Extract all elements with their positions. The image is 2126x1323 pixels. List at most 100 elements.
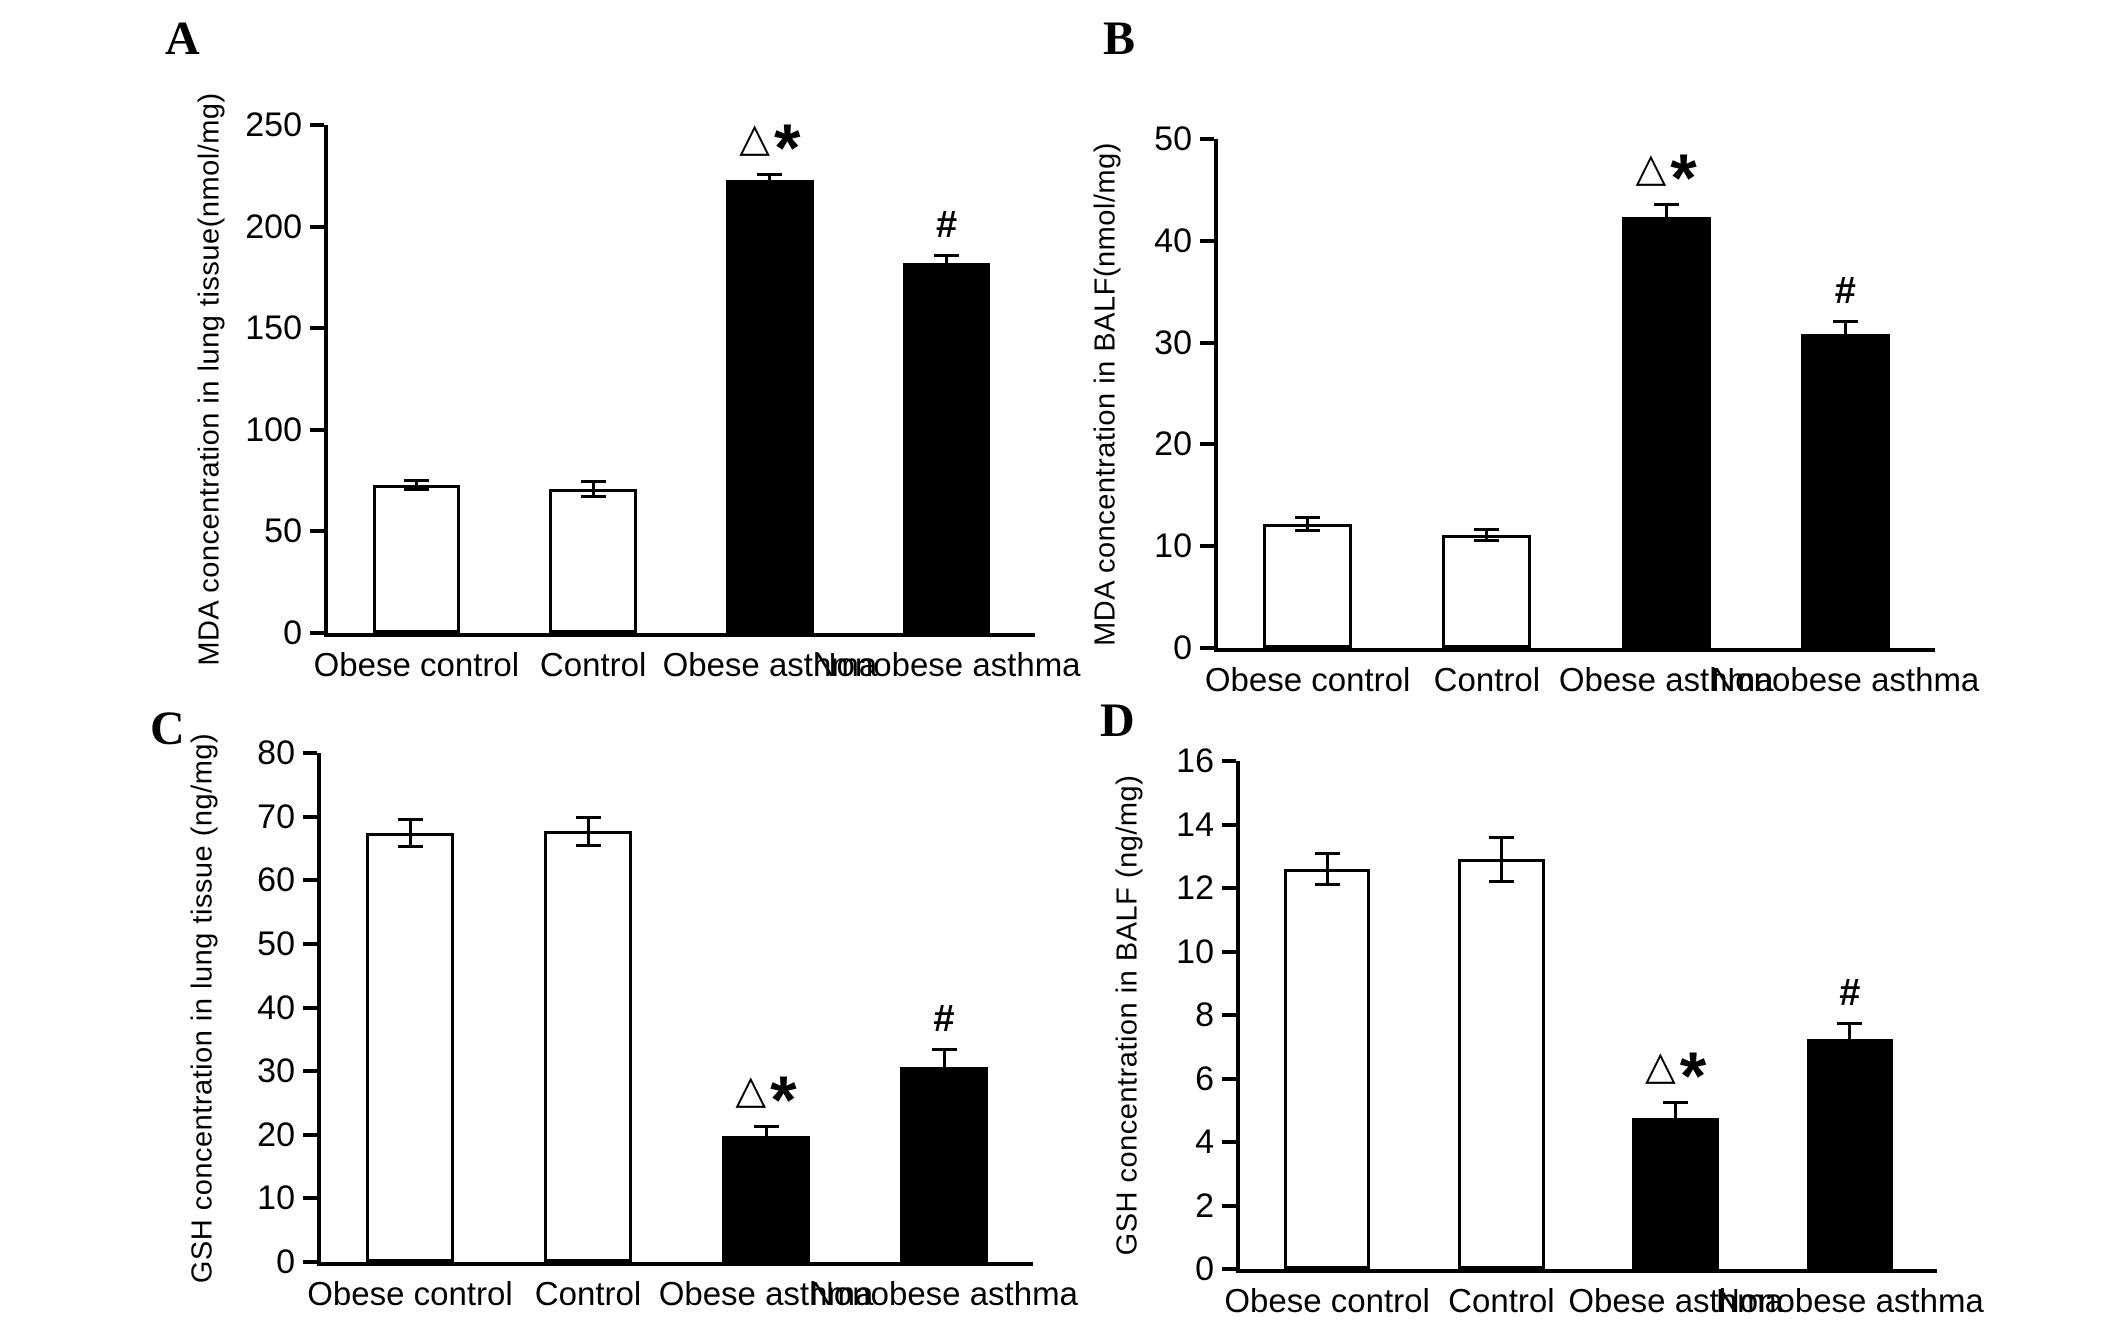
error-bar-cap bbox=[757, 183, 783, 187]
error-bar-cap bbox=[1653, 228, 1679, 232]
y-tick-label: 80 bbox=[257, 734, 295, 772]
y-tick-label: 10 bbox=[1176, 932, 1214, 971]
triangle-marker: △ bbox=[1645, 1044, 1676, 1089]
x-category-label: Obese asthma bbox=[1568, 1282, 1783, 1319]
error-bar-cap bbox=[1663, 1132, 1689, 1136]
y-tick-label: 10 bbox=[257, 1179, 295, 1218]
error-bar-cap bbox=[1663, 1101, 1689, 1105]
error-bar-cap bbox=[1488, 879, 1514, 883]
bar-obese-control bbox=[365, 832, 455, 1262]
y-axis-tick bbox=[310, 326, 324, 331]
error-bar-cap bbox=[1474, 527, 1500, 531]
y-axis-line bbox=[317, 753, 321, 1266]
bar-obese-control bbox=[1283, 868, 1371, 1269]
error-bar-cap bbox=[1653, 203, 1679, 207]
significance-annotation: △ * bbox=[1586, 140, 1746, 212]
error-bar bbox=[1674, 1102, 1678, 1135]
x-category-label: Nonobese asthma bbox=[810, 1275, 1078, 1312]
error-bar bbox=[1325, 853, 1329, 885]
error-bar-cap bbox=[1474, 539, 1500, 543]
y-axis-tick bbox=[303, 751, 317, 755]
error-bar-cap bbox=[931, 1048, 957, 1052]
y-tick-label: 4 bbox=[1195, 1123, 1214, 1161]
y-axis-tick bbox=[1200, 238, 1214, 243]
x-category-label: Obese asthma bbox=[658, 1275, 874, 1312]
x-category-label: Nonobese asthma bbox=[1715, 1282, 1984, 1319]
y-tick-label: 0 bbox=[1173, 629, 1192, 667]
bar-nonobese-asthma bbox=[1806, 1038, 1894, 1269]
bar-obese-asthma bbox=[726, 179, 814, 633]
panel-letter: D bbox=[1100, 694, 1135, 747]
error-bar-cap bbox=[934, 254, 960, 258]
panel-letter: B bbox=[1103, 12, 1136, 65]
y-axis-tick bbox=[303, 1005, 317, 1010]
error-bar-cap bbox=[1832, 320, 1858, 324]
y-tick-label: 50 bbox=[1154, 120, 1192, 158]
significance-annotation: # bbox=[867, 203, 1027, 247]
asterisk-marker: * bbox=[770, 1062, 797, 1139]
bar-obese-control bbox=[1263, 523, 1353, 648]
significance-annotation: # bbox=[1770, 971, 1930, 1015]
error-bar-cap bbox=[1837, 1021, 1863, 1025]
error-bar-cap bbox=[1314, 882, 1340, 886]
bar-obese-control bbox=[372, 484, 461, 633]
y-axis-tick bbox=[310, 123, 324, 127]
x-category-label: Nonobese asthma bbox=[1711, 661, 1980, 698]
error-bar-cap bbox=[757, 172, 783, 176]
panel-a: A MDA concentration in lung tissue(nmol/m… bbox=[0, 0, 1081, 684]
x-category-label: Control bbox=[539, 646, 647, 683]
y-tick-label: 0 bbox=[1195, 1250, 1214, 1288]
y-axis-tick bbox=[310, 224, 324, 229]
error-bar-cap bbox=[397, 817, 423, 821]
y-axis-title: MDA concentration in BALF(nmol/mg) bbox=[1089, 141, 1122, 646]
bar-control bbox=[543, 831, 633, 1262]
y-axis-tick bbox=[1200, 544, 1214, 549]
x-category-label: Obese asthma bbox=[662, 646, 878, 683]
significance-annotation: △ * bbox=[1596, 1038, 1756, 1110]
significance-annotation: △ * bbox=[686, 1062, 846, 1134]
y-tick-label: 50 bbox=[257, 924, 295, 963]
y-axis-tick bbox=[1222, 1267, 1236, 1271]
hash-marker: # bbox=[936, 204, 958, 247]
y-axis-tick bbox=[1222, 886, 1236, 890]
bar-nonobese-asthma bbox=[899, 1066, 989, 1262]
x-category-label: Obese control bbox=[1224, 1282, 1430, 1319]
error-bar bbox=[414, 479, 418, 490]
x-category-label: Nonobese asthma bbox=[812, 646, 1081, 683]
error-bar bbox=[1306, 516, 1310, 531]
x-axis-line bbox=[1214, 648, 1935, 652]
y-axis-tick bbox=[1200, 646, 1214, 650]
error-bar bbox=[1499, 837, 1503, 882]
y-tick-label: 250 bbox=[245, 106, 302, 144]
y-tick-label: 10 bbox=[1154, 527, 1192, 566]
error-bar bbox=[586, 816, 590, 846]
y-axis-tick bbox=[310, 631, 324, 635]
error-bar bbox=[764, 1126, 768, 1146]
x-category-label: Obese control bbox=[1204, 661, 1411, 698]
error-bar bbox=[945, 255, 949, 272]
error-bar-cap bbox=[934, 269, 960, 273]
y-axis-tick bbox=[1222, 1013, 1236, 1017]
y-axis-tick bbox=[310, 529, 324, 534]
error-bar bbox=[1485, 528, 1489, 542]
asterisk-marker: * bbox=[774, 109, 801, 186]
y-axis-tick bbox=[303, 1260, 317, 1264]
y-axis-tick bbox=[1222, 759, 1236, 763]
hash-marker: # bbox=[933, 998, 955, 1041]
bar-obese-asthma bbox=[721, 1136, 811, 1262]
y-axis-tick bbox=[1222, 822, 1236, 827]
panel-c: C GSH concentration in lung tissue (ng/mg… bbox=[0, 661, 1078, 1322]
error-bar-cap bbox=[1295, 515, 1321, 519]
x-category-label: Obese control bbox=[313, 646, 520, 683]
y-tick-label: 40 bbox=[1154, 221, 1192, 260]
panel-b: B MDA concentration in BALF(nmol/mg) 0 10 20… bbox=[1063, 0, 2126, 699]
triangle-marker: △ bbox=[1635, 146, 1667, 191]
y-tick-label: 20 bbox=[257, 1115, 295, 1154]
x-axis-line bbox=[317, 1262, 1033, 1266]
bar-control bbox=[1442, 535, 1532, 648]
significance-annotation: # bbox=[1765, 269, 1925, 313]
y-axis-tick bbox=[310, 427, 324, 432]
y-tick-label: 2 bbox=[1195, 1186, 1214, 1225]
hash-marker: # bbox=[1834, 270, 1856, 313]
